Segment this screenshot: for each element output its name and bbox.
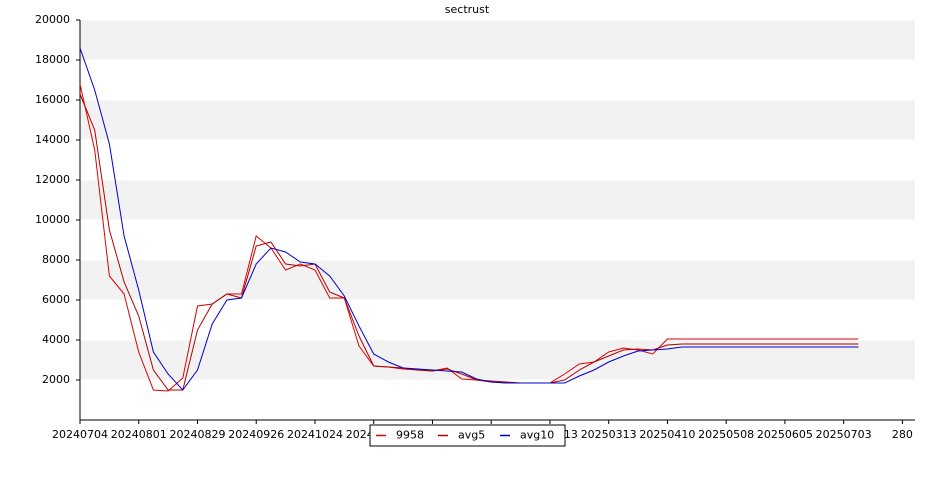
x-tick-label: 20240801 [111,428,167,441]
legend: 9958 avg5 avg10 [369,424,566,447]
y-tick-label: 4000 [42,333,70,346]
grid-band [80,100,915,140]
legend-label: 9958 [396,429,424,442]
x-tick-label: 20241024 [287,428,343,441]
y-tick-label: 10000 [35,213,70,226]
x-tick-label: 280 [892,428,913,441]
x-tick-label: 20240926 [228,428,284,441]
y-tick-label: 8000 [42,253,70,266]
x-tick-label: 20240829 [169,428,225,441]
y-tick-label: 20000 [35,13,70,26]
series-line [79,47,859,391]
legend-label: avg10 [520,429,554,442]
x-tick-label: 20250508 [698,428,754,441]
y-tick-label: 18000 [35,53,70,66]
legend-label: avg5 [458,429,485,442]
legend-box [369,424,566,447]
chart-title: sectrust [445,3,490,16]
y-tick-label: 12000 [35,173,70,186]
grid-band [80,260,915,300]
x-tick-label: 20250703 [816,428,872,441]
grid-band [80,180,915,220]
x-tick-label: 20240704 [52,428,108,441]
series-line [79,83,859,392]
series-line [79,93,859,391]
x-tick-label: 20250605 [757,428,813,441]
x-tick-label: 20250410 [639,428,695,441]
y-tick-label: 6000 [42,293,70,306]
y-tick-label: 14000 [35,133,70,146]
x-tick-label: 20250313 [581,428,637,441]
y-tick-label: 16000 [35,93,70,106]
grid-band [80,20,915,60]
y-tick-label: 2000 [42,373,70,386]
